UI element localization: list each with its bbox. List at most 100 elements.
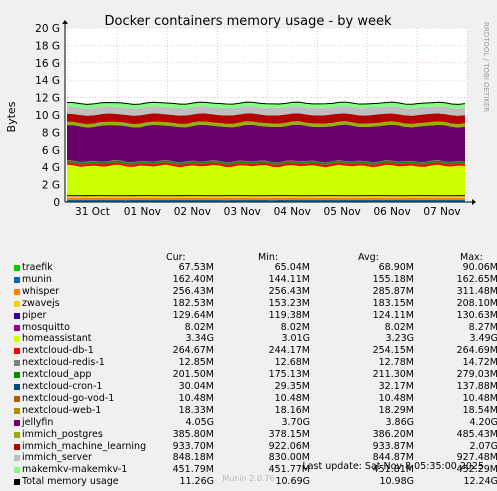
legend-value: 264.69M <box>456 345 497 357</box>
legend-series-name: munin <box>22 273 52 285</box>
legend-value: 67.53M <box>178 262 214 273</box>
chart-title: Docker containers memory usage - by week <box>104 14 391 29</box>
legend-series-name: immich_server <box>22 452 92 464</box>
legend-value: 848.18M <box>172 452 214 464</box>
legend-swatch <box>14 419 20 426</box>
x-tick-label: 05 Nov <box>324 206 361 218</box>
area-whisper <box>67 197 465 201</box>
legend-value: 933.70M <box>172 440 214 452</box>
legend-value: 285.87M <box>372 285 414 297</box>
legend-value: 256.43M <box>268 285 310 297</box>
legend-value: 12.68M <box>274 357 310 369</box>
y-tick-label: 8 G <box>42 127 60 139</box>
legend-series-name: nextcloud-redis-1 <box>22 357 105 369</box>
legend-value: 12.85M <box>178 357 214 369</box>
legend-value: 29.35M <box>274 381 310 392</box>
legend-series-name: zwavejs <box>22 297 60 309</box>
area-munin <box>67 199 465 202</box>
x-tick-label: 04 Nov <box>274 206 311 218</box>
area-immich_server <box>67 105 465 116</box>
legend-value: 264.67M <box>172 345 214 357</box>
legend-value: 378.15M <box>268 428 310 440</box>
legend-value: 10.48M <box>274 392 310 404</box>
legend-row: zwavejs 182.53M 153.23M 183.15M 208.10M <box>14 297 497 310</box>
x-tick-label: 31 Oct <box>75 206 110 218</box>
area-zwavejs <box>67 196 465 198</box>
tick-labels: 0 2 G 4 G 6 G 8 G 10 G 12 G 14 G 16 G 18 G 20 G 31 … <box>35 23 460 218</box>
x-tick-label: 06 Nov <box>373 206 410 218</box>
y-axis-arrow <box>62 20 68 24</box>
legend-value: 201.50M <box>172 369 214 381</box>
legend-value: 32.17M <box>378 381 414 392</box>
legend-value: 385.80M <box>172 428 214 440</box>
x-tick-label: 02 Nov <box>174 206 211 218</box>
x-tick-label: 07 Nov <box>423 206 460 218</box>
legend-swatch <box>14 431 20 438</box>
legend-value: 10.48M <box>378 392 414 404</box>
legend-swatch <box>14 265 20 271</box>
legend-series-name: nextcloud_app <box>22 369 92 381</box>
y-tick-label: 14 G <box>35 75 60 87</box>
legend-swatch <box>14 324 20 331</box>
legend-swatch <box>14 455 20 462</box>
legend-row: whisper 256.43M 256.43M 285.87M 311.48M <box>14 285 497 298</box>
legend-value: 129.64M <box>172 309 214 321</box>
y-tick-label: 16 G <box>35 58 60 70</box>
legend-value: 451.81M <box>372 464 414 476</box>
y-tick-label: 6 G <box>42 145 60 157</box>
legend-series-name: homeassistant <box>22 333 92 345</box>
legend-series-name: piper <box>22 309 47 321</box>
legend-value: 451.77M <box>268 464 310 476</box>
y-tick-label: 18 G <box>35 40 60 52</box>
legend-value: 12.24G <box>463 476 497 488</box>
legend-value: 4.20G <box>469 416 497 428</box>
legend-swatch <box>14 372 20 379</box>
legend-value: 254.15M <box>372 345 414 357</box>
legend-series-name: traefik <box>22 262 53 273</box>
area-nextcloud-web-1 <box>67 159 465 163</box>
legend-row: munin 162.40M 144.11M 155.18M 162.65M <box>14 273 497 286</box>
legend-value: 155.18M <box>372 273 414 285</box>
legend-swatch <box>14 443 20 450</box>
area-piper <box>67 194 465 197</box>
legend-value: 175.13M <box>268 369 310 381</box>
y-tick-label: 10 G <box>35 110 60 122</box>
area-immich_postgres <box>67 121 465 128</box>
legend-value: 137.88M <box>456 381 497 392</box>
legend-row: nextcloud-redis-1 12.85M 12.68M 12.78M 14.72… <box>14 357 497 369</box>
y-tick-label: 0 <box>53 197 60 209</box>
legend-value: 3.23G <box>385 333 414 345</box>
legend-value: 144.11M <box>268 273 310 285</box>
legend-series-name: jellyfin <box>22 416 54 428</box>
legend-value: 10.48M <box>462 392 497 404</box>
legend-value: 8.27M <box>468 321 497 333</box>
legend-value: 8.02M <box>280 321 310 333</box>
legend-value: 485.43M <box>456 428 497 440</box>
legend-value: 830.00M <box>268 452 310 464</box>
legend-series-name: nextcloud-web-1 <box>22 404 102 416</box>
axes <box>62 20 476 205</box>
legend-value: 244.17M <box>268 345 310 357</box>
legend-value: 18.54M <box>462 404 497 416</box>
col-header-avg: Avg: <box>358 252 379 263</box>
legend-series-name: nextcloud-cron-1 <box>22 381 103 392</box>
x-axis-arrow <box>472 199 476 205</box>
legend-row: mosquitto 8.02M 8.02M 8.02M 8.27M <box>14 321 497 334</box>
legend-value: 11.26G <box>179 476 214 488</box>
y-tick-label: 2 G <box>42 180 60 192</box>
legend-swatch <box>14 276 20 283</box>
legend-value: 183.15M <box>372 297 414 309</box>
legend-value: 256.43M <box>172 285 214 297</box>
y-tick-label: 20 G <box>35 23 60 35</box>
total-line <box>66 101 466 105</box>
legend-value: 124.11M <box>372 309 414 321</box>
memory-chart: Docker containers memory usage - by week… <box>5 14 490 218</box>
legend-value: 3.01G <box>281 333 310 345</box>
legend-row: nextcloud_app 201.50M 175.13M 211.30M 279.03… <box>14 369 497 381</box>
legend-value: 90.06M <box>462 262 497 273</box>
legend-value: 130.63M <box>456 309 497 321</box>
legend-value: 844.87M <box>372 452 414 464</box>
legend-swatch <box>14 288 20 295</box>
legend-row: Total memory usage 11.26G 10.69G 10.98G 12.2… <box>14 476 497 488</box>
legend-value: 922.06M <box>268 440 310 452</box>
